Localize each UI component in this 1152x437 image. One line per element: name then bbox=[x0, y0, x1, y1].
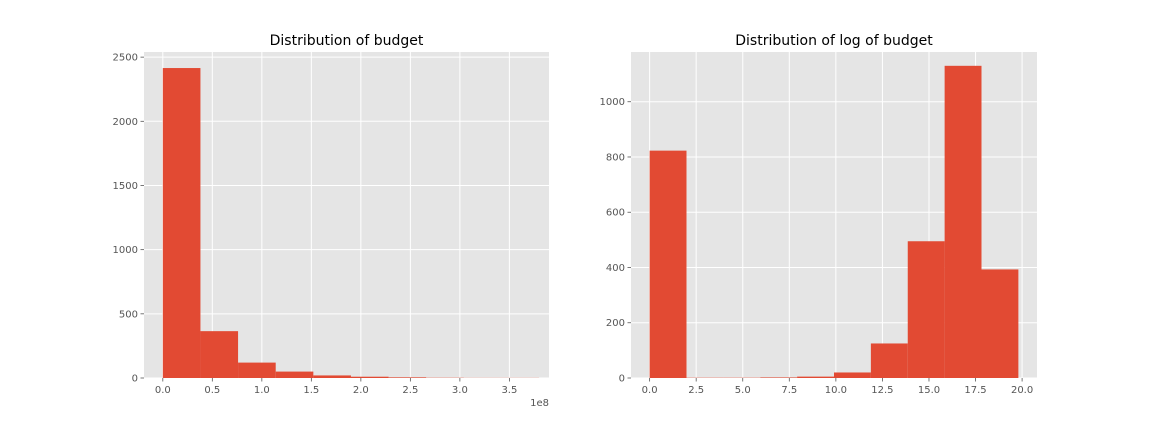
log-budget-x-tick-label-4: 10.0 bbox=[825, 385, 847, 396]
budget-y-tick-label-4: 2000 bbox=[113, 117, 138, 128]
budget-x-tick-label-6: 3.0 bbox=[452, 385, 468, 396]
budget-bar-6 bbox=[389, 377, 427, 378]
log-budget-x-tick-label-8: 20.0 bbox=[1011, 385, 1033, 396]
log-budget-x-tick-label-2: 5.0 bbox=[735, 385, 751, 396]
log-budget-y-tick-label-4: 800 bbox=[606, 152, 625, 163]
budget-x-tick-label-0: 0.0 bbox=[155, 385, 171, 396]
budget-x-offset-label: 1e8 bbox=[530, 398, 549, 409]
log-budget-bar-5 bbox=[834, 372, 871, 378]
log-budget-x-tick-label-6: 15.0 bbox=[918, 385, 940, 396]
log-budget-bar-3 bbox=[760, 377, 797, 378]
budget-chart-title: Distribution of budget bbox=[270, 33, 424, 49]
budget-y-tick-label-5: 2500 bbox=[113, 53, 138, 64]
log-budget-y-tick-label-3: 600 bbox=[606, 208, 625, 219]
log-budget-x-tick-label-1: 2.5 bbox=[688, 385, 704, 396]
budget-y-tick-label-2: 1000 bbox=[113, 245, 138, 256]
log-budget-bar-8 bbox=[945, 66, 982, 378]
budget-x-tick-label-2: 1.0 bbox=[254, 385, 270, 396]
budget-bar-2 bbox=[238, 363, 276, 378]
log-budget-x-tick-label-5: 12.5 bbox=[871, 385, 893, 396]
log-budget-bar-0 bbox=[650, 151, 687, 378]
budget-bar-1 bbox=[200, 331, 238, 378]
budget-y-tick-label-0: 0 bbox=[132, 374, 138, 385]
log-budget-y-tick-label-5: 1000 bbox=[600, 97, 625, 108]
budget-x-tick-label-3: 1.5 bbox=[303, 385, 319, 396]
budget-x-tick-label-1: 0.5 bbox=[204, 385, 220, 396]
log-budget-x-tick-label-7: 17.5 bbox=[964, 385, 986, 396]
log-budget-bar-9 bbox=[982, 269, 1019, 378]
log-budget-y-tick-label-0: 0 bbox=[619, 374, 625, 385]
log-budget-bar-4 bbox=[797, 377, 834, 378]
log-budget-y-tick-label-2: 400 bbox=[606, 263, 625, 274]
log-budget-x-tick-label-0: 0.0 bbox=[642, 385, 658, 396]
log-budget-bar-7 bbox=[908, 241, 945, 378]
budget-x-tick-label-4: 2.0 bbox=[353, 385, 369, 396]
budget-plot-area bbox=[144, 52, 549, 378]
log-budget-x-tick-label-3: 7.5 bbox=[781, 385, 797, 396]
log-budget-y-tick-label-1: 200 bbox=[606, 318, 625, 329]
budget-x-tick-label-5: 2.5 bbox=[402, 385, 418, 396]
budget-y-tick-label-1: 500 bbox=[119, 309, 138, 320]
budget-bar-3 bbox=[276, 372, 314, 378]
log-budget-chart-title: Distribution of log of budget bbox=[735, 33, 933, 49]
budget-bar-4 bbox=[313, 375, 351, 378]
log-budget-bar-6 bbox=[871, 343, 908, 378]
budget-bar-5 bbox=[351, 377, 389, 378]
budget-y-tick-label-3: 1500 bbox=[113, 181, 138, 192]
budget-bar-0 bbox=[163, 68, 201, 378]
budget-x-tick-label-7: 3.5 bbox=[501, 385, 517, 396]
